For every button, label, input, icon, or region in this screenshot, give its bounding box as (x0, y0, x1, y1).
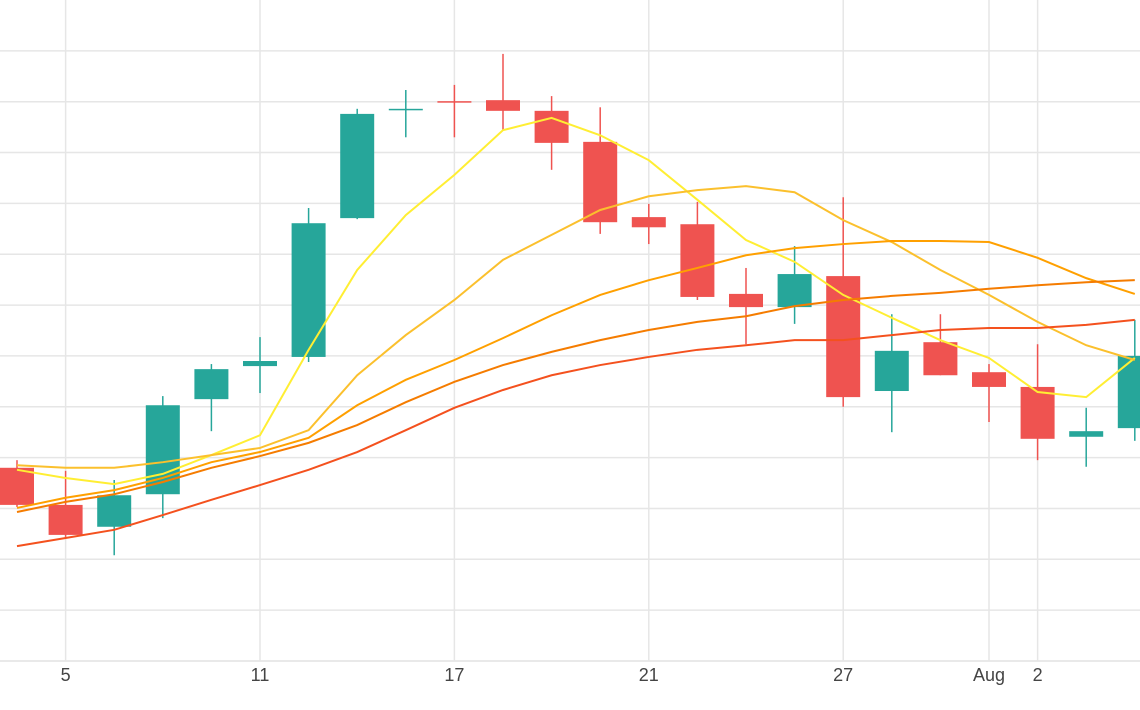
candle-body (48, 504, 83, 535)
candle-body (1020, 386, 1055, 439)
candle-body (486, 100, 520, 111)
candle-body (437, 101, 472, 103)
moving-average-line (16, 240, 1136, 509)
x-tick-label: 5 (61, 665, 71, 685)
candle (0, 460, 34, 507)
candle (145, 396, 180, 519)
candle-body (340, 113, 375, 219)
candle-body (0, 467, 34, 505)
moving-average-line (16, 318, 1135, 548)
candle (631, 203, 666, 245)
candle (437, 84, 472, 138)
x-tick-label: 17 (444, 665, 464, 685)
candle-body (583, 141, 618, 223)
candle-body (631, 217, 666, 228)
candle (48, 470, 83, 537)
x-tick-label: 27 (833, 665, 853, 685)
candle (486, 53, 520, 131)
x-tick-label: 2 (1033, 665, 1043, 685)
candle-body (243, 361, 277, 367)
x-tick-label: Aug (973, 665, 1005, 685)
candle-body (291, 223, 326, 357)
candle (923, 314, 958, 376)
candle-body (1069, 431, 1104, 437)
candle (1020, 344, 1055, 461)
candle (680, 201, 715, 300)
candle (340, 108, 375, 220)
moving-average-line (16, 185, 1136, 469)
candle (291, 207, 326, 363)
candle-body (680, 224, 715, 297)
candle-body (826, 276, 861, 398)
moving-average-line (16, 116, 1136, 486)
candle (972, 364, 1006, 423)
candle (826, 197, 861, 407)
candle (243, 337, 277, 394)
candle-body (972, 372, 1006, 387)
candle (97, 479, 132, 556)
candle-body (97, 495, 132, 527)
candle (1069, 407, 1104, 467)
candle (388, 89, 423, 138)
x-tick-label: 11 (251, 665, 270, 685)
candle-body (923, 342, 958, 376)
x-tick-label: 21 (639, 665, 659, 685)
candle (874, 314, 909, 433)
candle-body (534, 110, 569, 143)
candle (534, 96, 569, 170)
candle-body (1117, 355, 1140, 429)
candle (583, 107, 618, 234)
candle (777, 246, 812, 324)
moving-average-line (16, 279, 1135, 513)
candle-body (874, 350, 909, 392)
candle-body (194, 369, 229, 400)
candle (729, 267, 763, 345)
candle (194, 364, 229, 432)
candle-body (388, 108, 423, 111)
candle-body (777, 274, 812, 308)
candle-body (729, 293, 763, 308)
candle (1117, 319, 1140, 441)
